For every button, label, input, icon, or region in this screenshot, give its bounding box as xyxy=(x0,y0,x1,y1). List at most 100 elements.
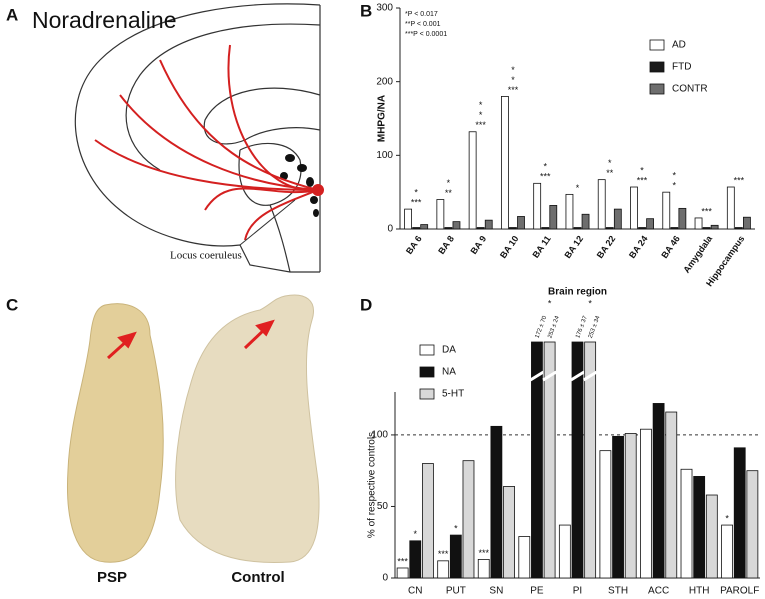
bar xyxy=(452,221,461,230)
x-tick-label: BA 8 xyxy=(436,234,456,256)
bar xyxy=(490,425,503,579)
significance: *** xyxy=(478,548,489,558)
projection xyxy=(227,44,319,192)
bar xyxy=(694,217,703,230)
bar xyxy=(599,450,612,579)
bar xyxy=(549,205,558,230)
bar xyxy=(733,447,746,579)
bar xyxy=(584,341,597,579)
projection xyxy=(244,189,319,241)
bar xyxy=(734,227,743,230)
axis-break xyxy=(570,370,585,382)
significance: *** xyxy=(411,197,422,207)
bar xyxy=(652,403,665,579)
bar xyxy=(662,191,671,230)
significance: * xyxy=(548,298,552,308)
bar xyxy=(640,428,652,579)
bar xyxy=(721,524,733,579)
significance: * xyxy=(576,183,580,193)
bar xyxy=(571,341,584,579)
bar xyxy=(468,131,477,230)
x-tick-label: HTH xyxy=(689,586,710,597)
significance: *** xyxy=(734,175,745,185)
legend-label: CONTR xyxy=(672,84,708,95)
significance: ** xyxy=(606,168,614,178)
bar xyxy=(396,567,409,579)
bar xyxy=(630,186,638,230)
bar xyxy=(597,179,606,230)
significance: *** xyxy=(438,549,449,559)
tissue-control xyxy=(175,294,320,563)
nucleus xyxy=(285,154,295,162)
diagram-label: Locus coeruleus xyxy=(170,250,242,262)
significance: *** xyxy=(637,175,648,185)
corpus-callosum xyxy=(203,87,321,145)
bar xyxy=(638,227,646,230)
bar xyxy=(702,227,711,230)
x-tick-label: BA 46 xyxy=(659,234,682,260)
x-tick-label: BA 24 xyxy=(627,234,650,260)
y-tick-label: 100 xyxy=(371,430,388,441)
x-tick-label: PAROLF xyxy=(720,586,759,597)
x-tick-label: ACC xyxy=(648,586,669,597)
x-tick-label: PI xyxy=(573,586,582,597)
significance: * xyxy=(479,100,483,110)
bar xyxy=(409,540,422,579)
bar xyxy=(531,341,543,579)
x-tick-label: BA 9 xyxy=(469,234,489,256)
significance: * xyxy=(608,158,612,168)
legend-swatch xyxy=(649,83,665,95)
value-label: 253 ± 34 xyxy=(588,315,602,340)
x-tick-label: BA 22 xyxy=(595,234,618,260)
y-axis-label: MHPG/NA xyxy=(377,95,388,142)
significance: * xyxy=(414,529,418,539)
bar xyxy=(476,227,485,230)
bar xyxy=(573,227,582,230)
significance: * xyxy=(673,181,677,191)
arrows xyxy=(106,319,275,360)
significance: *** xyxy=(397,556,408,566)
significance: *** xyxy=(475,120,486,130)
axis-break xyxy=(582,370,598,382)
significance: *** xyxy=(701,206,712,216)
significance: * xyxy=(543,162,547,172)
bar xyxy=(518,536,531,579)
significance: * xyxy=(511,65,515,75)
bar xyxy=(613,208,622,230)
photo-label: Control xyxy=(231,569,284,586)
nuclei xyxy=(280,154,319,217)
bar xyxy=(565,193,574,230)
legend-label: 5-HT xyxy=(442,389,464,400)
projection xyxy=(159,59,319,191)
significance: * xyxy=(588,298,592,308)
legend-label: DA xyxy=(442,345,456,356)
label-leader xyxy=(239,199,296,246)
bar xyxy=(746,470,759,579)
y-tick-label: 200 xyxy=(376,76,393,87)
bar xyxy=(437,560,450,579)
projections xyxy=(94,44,324,241)
arrow-head xyxy=(117,331,137,349)
x-tick-label: Amygdala xyxy=(681,233,714,275)
significance: * xyxy=(454,523,458,533)
y-tick-label: 100 xyxy=(376,150,393,161)
legend-swatch xyxy=(419,366,435,378)
cortex-inner xyxy=(125,23,321,171)
chart-title: Brain region xyxy=(548,287,607,298)
bar xyxy=(743,216,751,230)
significance: *** xyxy=(508,85,519,95)
x-tick-label: BA 10 xyxy=(498,234,521,260)
bar xyxy=(710,224,719,230)
bar xyxy=(517,216,525,230)
nucleus xyxy=(313,209,319,217)
y-tick-label: 0 xyxy=(387,224,393,235)
legend-swatch xyxy=(419,344,435,356)
bar xyxy=(678,207,687,230)
value-label: 253 ± 24 xyxy=(547,315,561,340)
note: ***P < 0.0001 xyxy=(405,31,447,38)
diagram-title: Noradrenaline xyxy=(32,7,176,33)
y-tick-label: 0 xyxy=(382,573,388,584)
bar xyxy=(558,524,571,579)
legend-label: FTD xyxy=(672,62,691,73)
